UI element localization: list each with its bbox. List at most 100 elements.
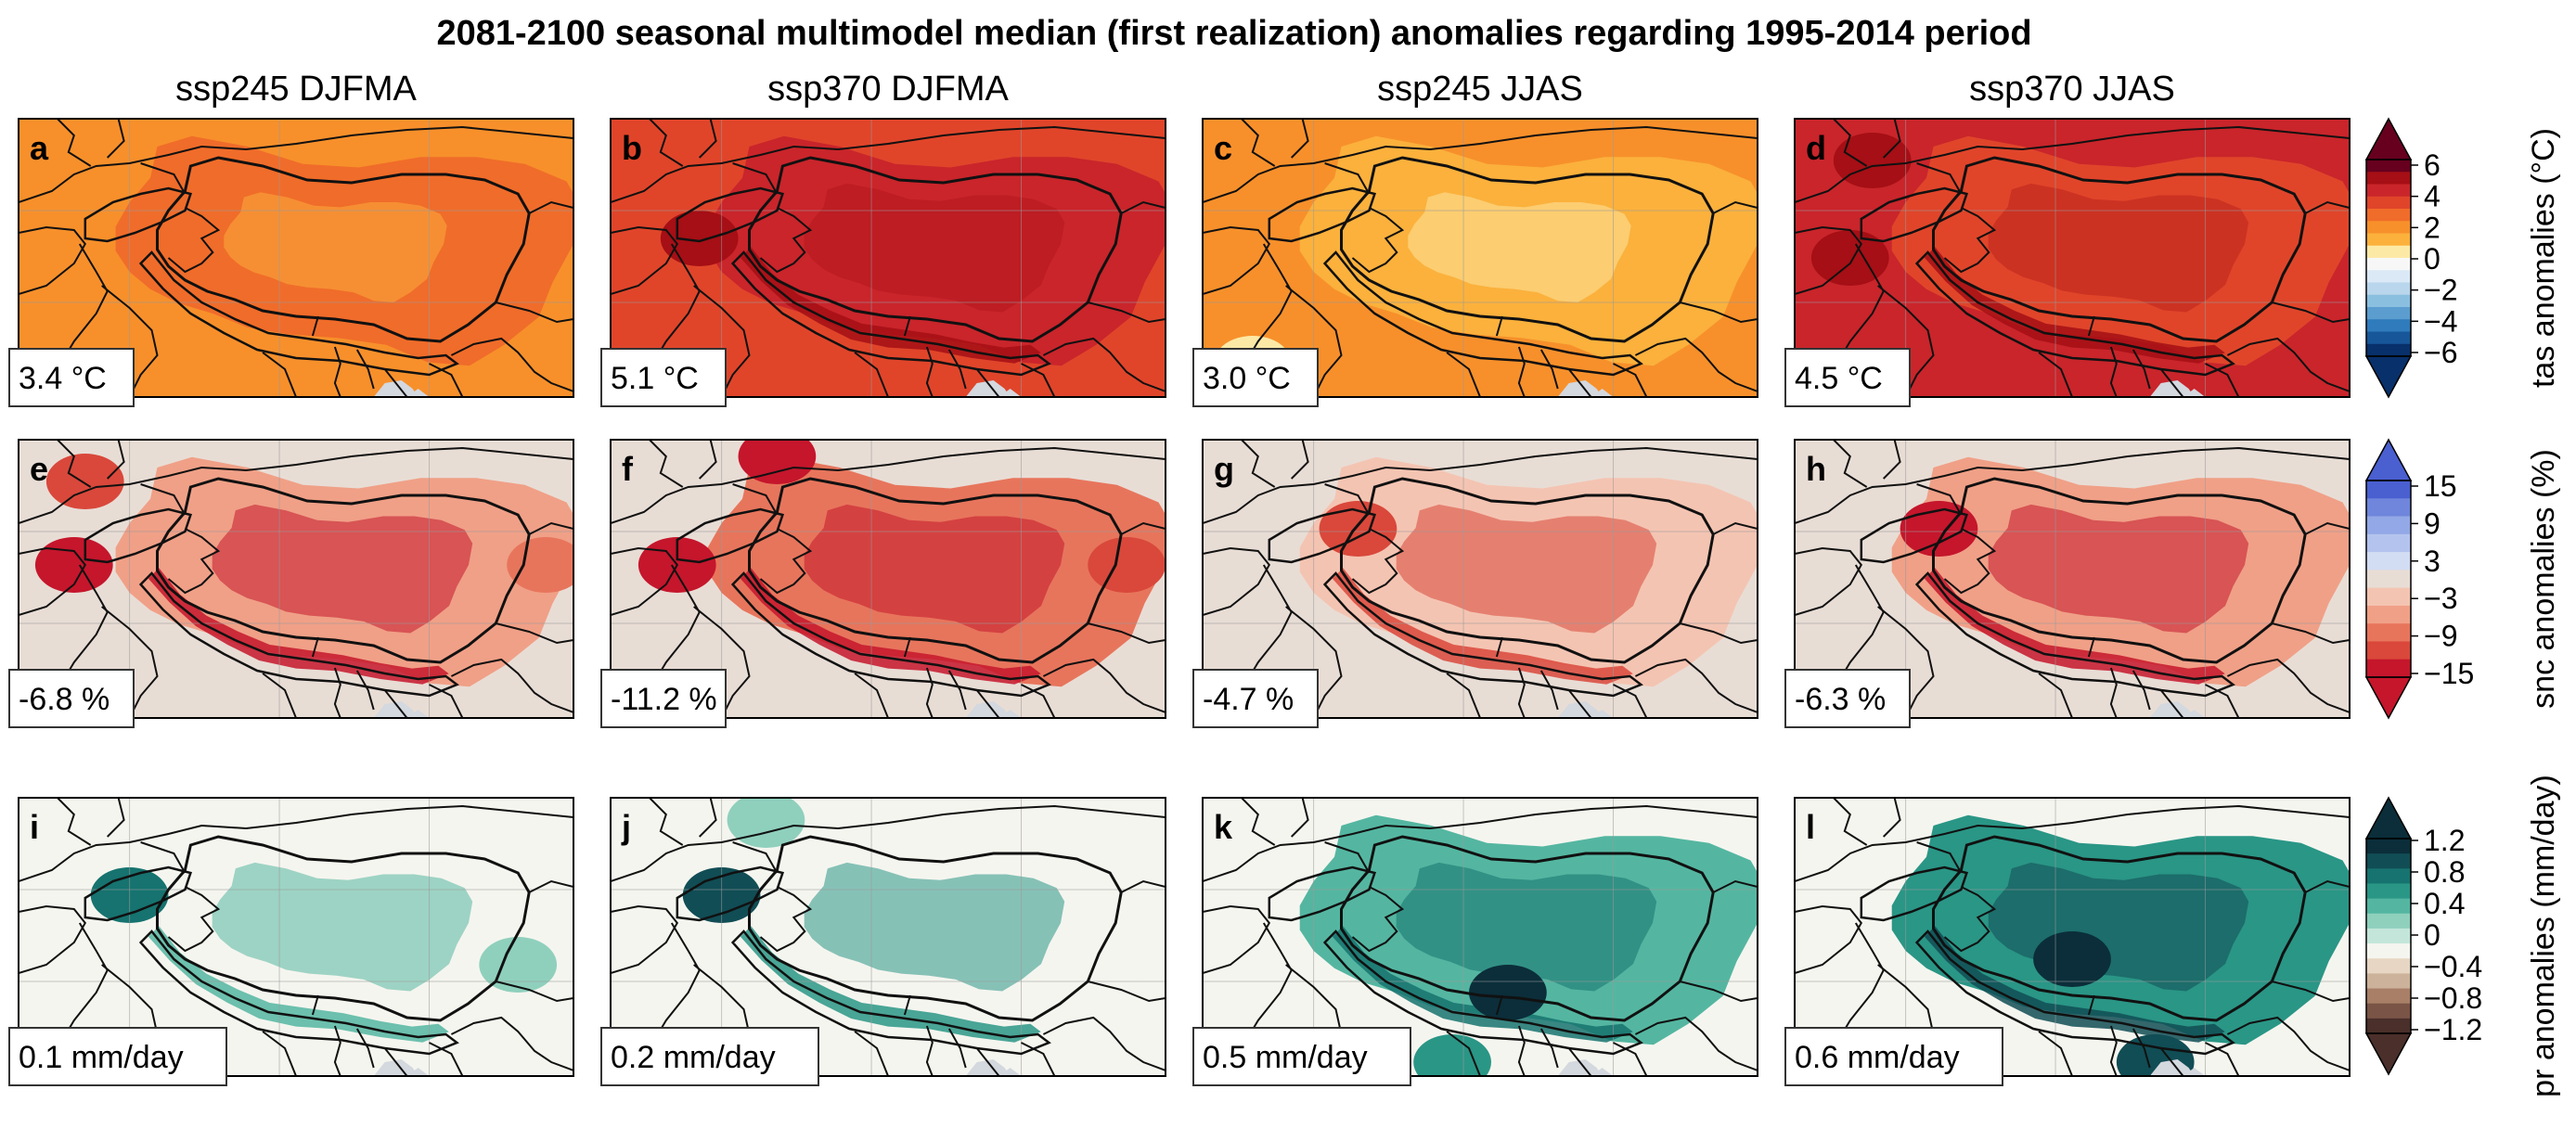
- himalaya-outline: [1914, 571, 2235, 698]
- panel-letter: k: [1214, 808, 1233, 846]
- panel-letter: e: [30, 450, 48, 488]
- panel-h: h -6.3 %: [1784, 439, 2351, 728]
- country-border: [2109, 1025, 2118, 1076]
- sea-area: [406, 1068, 430, 1076]
- country-border: [1634, 337, 1758, 392]
- karakoram-outline: [84, 507, 193, 564]
- country-border: [1021, 363, 1056, 397]
- country-border: [1324, 483, 1371, 516]
- mean-value-box: [8, 669, 135, 728]
- country-border: [1203, 446, 1758, 524]
- colorbar-swatch: [2366, 343, 2411, 357]
- colorbar-tick-label: −0.4: [2424, 950, 2482, 983]
- panel-j: j 0.2 mm/day: [600, 797, 1166, 1086]
- sea-area: [373, 1059, 419, 1076]
- country-border: [2226, 337, 2350, 392]
- mean-value-box: [1192, 669, 1319, 728]
- tibetan-plateau-outline: [156, 156, 531, 343]
- himalaya-outline: [730, 250, 1051, 377]
- mean-value-box: [8, 348, 135, 407]
- field-spot: [660, 211, 739, 266]
- country-border: [975, 689, 1000, 718]
- colorbar-swatch: [2366, 552, 2411, 570]
- country-border: [2272, 301, 2350, 324]
- field-spot: [738, 440, 817, 484]
- country-border: [903, 315, 911, 337]
- mean-value-label: 3.0 °C: [1203, 361, 1291, 396]
- mean-value-label: -6.8 %: [19, 682, 109, 717]
- field-plateau-core: [1988, 183, 2249, 313]
- country-border: [1795, 446, 2350, 524]
- country-border: [2272, 622, 2350, 645]
- country-border: [1203, 904, 1271, 974]
- country-border: [1324, 841, 1371, 874]
- country-border: [947, 349, 967, 390]
- sea-area: [406, 710, 430, 718]
- panel-i: i 0.1 mm/day: [8, 797, 574, 1086]
- panel-letter: j: [621, 808, 631, 846]
- tibetan-plateau-outline: [748, 477, 1123, 664]
- colorbar-extend-top: [2364, 796, 2413, 840]
- country-border: [19, 546, 87, 616]
- panel-frame: [18, 797, 574, 1077]
- karakoram-outline: [1860, 865, 1969, 922]
- country-border: [1088, 301, 1166, 324]
- country-border: [1120, 521, 1166, 535]
- panel-frame: [610, 797, 1166, 1077]
- country-border: [450, 337, 573, 392]
- country-border: [101, 285, 159, 397]
- country-border: [528, 200, 573, 214]
- country-border: [496, 301, 573, 324]
- colorbar-swatch: [2366, 623, 2411, 643]
- country-border: [1795, 225, 1863, 295]
- colorbar-tick-label: −9: [2424, 620, 2457, 653]
- himalaya-outline: [1914, 250, 2235, 377]
- himalaya-outline: [1914, 929, 2235, 1056]
- country-border: [167, 207, 221, 274]
- sea-area: [1557, 701, 1603, 718]
- tibetan-plateau-outline: [1340, 156, 1715, 343]
- tibetan-plateau-outline: [1932, 835, 2307, 1022]
- country-border: [2038, 673, 2073, 718]
- country-border: [2109, 667, 2118, 718]
- country-border: [1495, 636, 1503, 658]
- country-border: [19, 904, 87, 974]
- karakoram-outline: [676, 186, 785, 243]
- colorbar-swatch: [2366, 270, 2411, 284]
- colorbar-tick-label: −3: [2424, 582, 2457, 615]
- panel-l-field: [1795, 798, 2350, 1076]
- country-border: [1916, 841, 1963, 874]
- country-border: [2272, 981, 2350, 1003]
- country-border: [1203, 546, 1271, 616]
- country-border: [975, 1047, 1000, 1076]
- country-border: [262, 673, 297, 718]
- country-border: [1712, 200, 1758, 214]
- country-border: [611, 546, 679, 616]
- country-border: [1795, 804, 2350, 882]
- tibetan-plateau-outline: [748, 835, 1123, 1022]
- sea-area: [1591, 1068, 1614, 1076]
- colorbar-tick-label: −2: [2424, 274, 2457, 307]
- country-border: [611, 125, 1166, 203]
- sea-area: [1591, 389, 1614, 397]
- colorbar-swatch: [2366, 331, 2411, 345]
- colorbar-tick-label: −6: [2424, 336, 2457, 369]
- colorbar-swatch: [2366, 258, 2411, 271]
- panel-letter: l: [1806, 808, 1815, 846]
- tibetan-plateau-outline: [1340, 835, 1715, 1022]
- country-border: [1882, 119, 1901, 159]
- country-border: [854, 352, 889, 397]
- country-border: [1285, 285, 1343, 397]
- field-spot: [1833, 133, 1912, 188]
- tibetan-plateau-outline: [156, 835, 531, 1022]
- panel-frame: [610, 118, 1166, 398]
- colorbar-tick-label: 0: [2424, 242, 2441, 276]
- mean-value-label: 5.1 °C: [611, 361, 699, 396]
- country-border: [2087, 315, 2095, 337]
- field-spot: [507, 537, 573, 593]
- himalaya-outline: [1322, 250, 1643, 377]
- panel-frame: [1794, 797, 2351, 1077]
- country-border: [1324, 162, 1371, 195]
- colorbar-swatch: [2366, 209, 2411, 222]
- colorbar-swatch: [2366, 605, 2411, 624]
